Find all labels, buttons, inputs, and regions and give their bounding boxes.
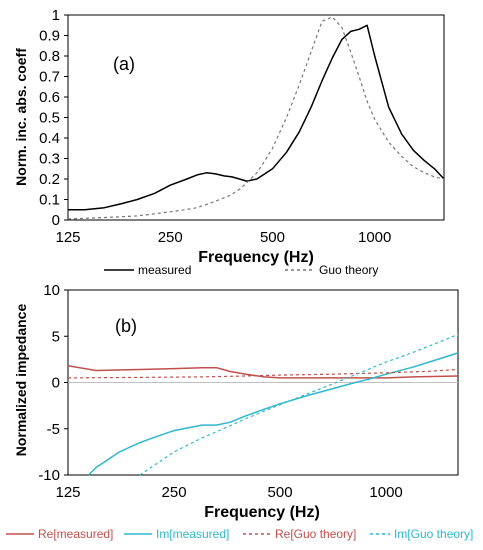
legend-label: Re[measured] bbox=[38, 527, 113, 541]
x-tick-label: 125 bbox=[55, 484, 80, 501]
y-tick-label: 0.3 bbox=[39, 151, 60, 168]
panel-label-a: (a) bbox=[113, 54, 135, 74]
x-axis-title-b: Frequency (Hz) bbox=[204, 504, 320, 521]
y-tick-label: 0.9 bbox=[39, 28, 60, 45]
legend-a: measured Guo theory bbox=[104, 263, 378, 277]
legend-b: Re[measured] Im[measured] Re[Guo theory] Im… bbox=[6, 527, 473, 541]
y-tick-label: 0.6 bbox=[39, 89, 60, 106]
y-tick-label: -10 bbox=[38, 467, 60, 484]
chart-panel-a: 0 0.1 0.2 0.3 0.4 0.5 0.6 0.7 0.8 0.9 1 125 250 500 10… bbox=[13, 7, 445, 277]
legend-label: Im[Guo theory] bbox=[394, 527, 473, 541]
y-tick-label: 0.2 bbox=[39, 171, 60, 188]
legend-label: Re[Guo theory] bbox=[275, 527, 356, 541]
series-line-measured bbox=[68, 24, 445, 211]
panel-label-b: (b) bbox=[115, 316, 137, 336]
legend-label: Guo theory bbox=[319, 263, 378, 277]
x-tick-label: 500 bbox=[260, 229, 285, 246]
y-axis-title-b: Normalized impedance bbox=[13, 304, 29, 457]
y-tick-label: 0.7 bbox=[39, 69, 60, 86]
y-tick-label: -5 bbox=[47, 421, 60, 438]
x-tick-label: 1000 bbox=[369, 484, 402, 501]
y-axis-title-a: Norm. inc. abs. coeff bbox=[13, 48, 29, 186]
legend-label: measured bbox=[138, 263, 191, 277]
x-tick-label: 1000 bbox=[358, 229, 391, 246]
series-line-re-guo-theory bbox=[67, 368, 459, 379]
series-line-im-measured bbox=[88, 352, 459, 476]
x-tick-label: 500 bbox=[268, 484, 293, 501]
y-tick-label: 0.5 bbox=[39, 110, 60, 127]
y-tick-label: 0.4 bbox=[39, 130, 60, 147]
series-line-im-guo-theory bbox=[139, 333, 459, 476]
plot-area-a bbox=[67, 14, 445, 221]
x-tick-label: 250 bbox=[162, 484, 187, 501]
series-line-guo-theory bbox=[67, 16, 445, 220]
y-tick-label: 5 bbox=[52, 328, 60, 345]
x-tick-label: 250 bbox=[158, 229, 183, 246]
legend-label: Im[measured] bbox=[156, 527, 229, 541]
x-axis-title-a: Frequency (Hz) bbox=[198, 249, 314, 266]
y-tick-label: 0.8 bbox=[39, 48, 60, 65]
y-tick-label: 1 bbox=[52, 7, 60, 24]
y-tick-label: 0.1 bbox=[39, 192, 60, 209]
x-tick-label: 125 bbox=[55, 229, 80, 246]
y-tick-label: 0 bbox=[52, 375, 60, 392]
y-tick-label: 0 bbox=[52, 212, 60, 229]
chart-panel-b: -10 -5 0 5 10 125 250 500 1000 (b) Frequency (Hz… bbox=[6, 282, 473, 541]
y-tick-label: 10 bbox=[43, 282, 60, 299]
